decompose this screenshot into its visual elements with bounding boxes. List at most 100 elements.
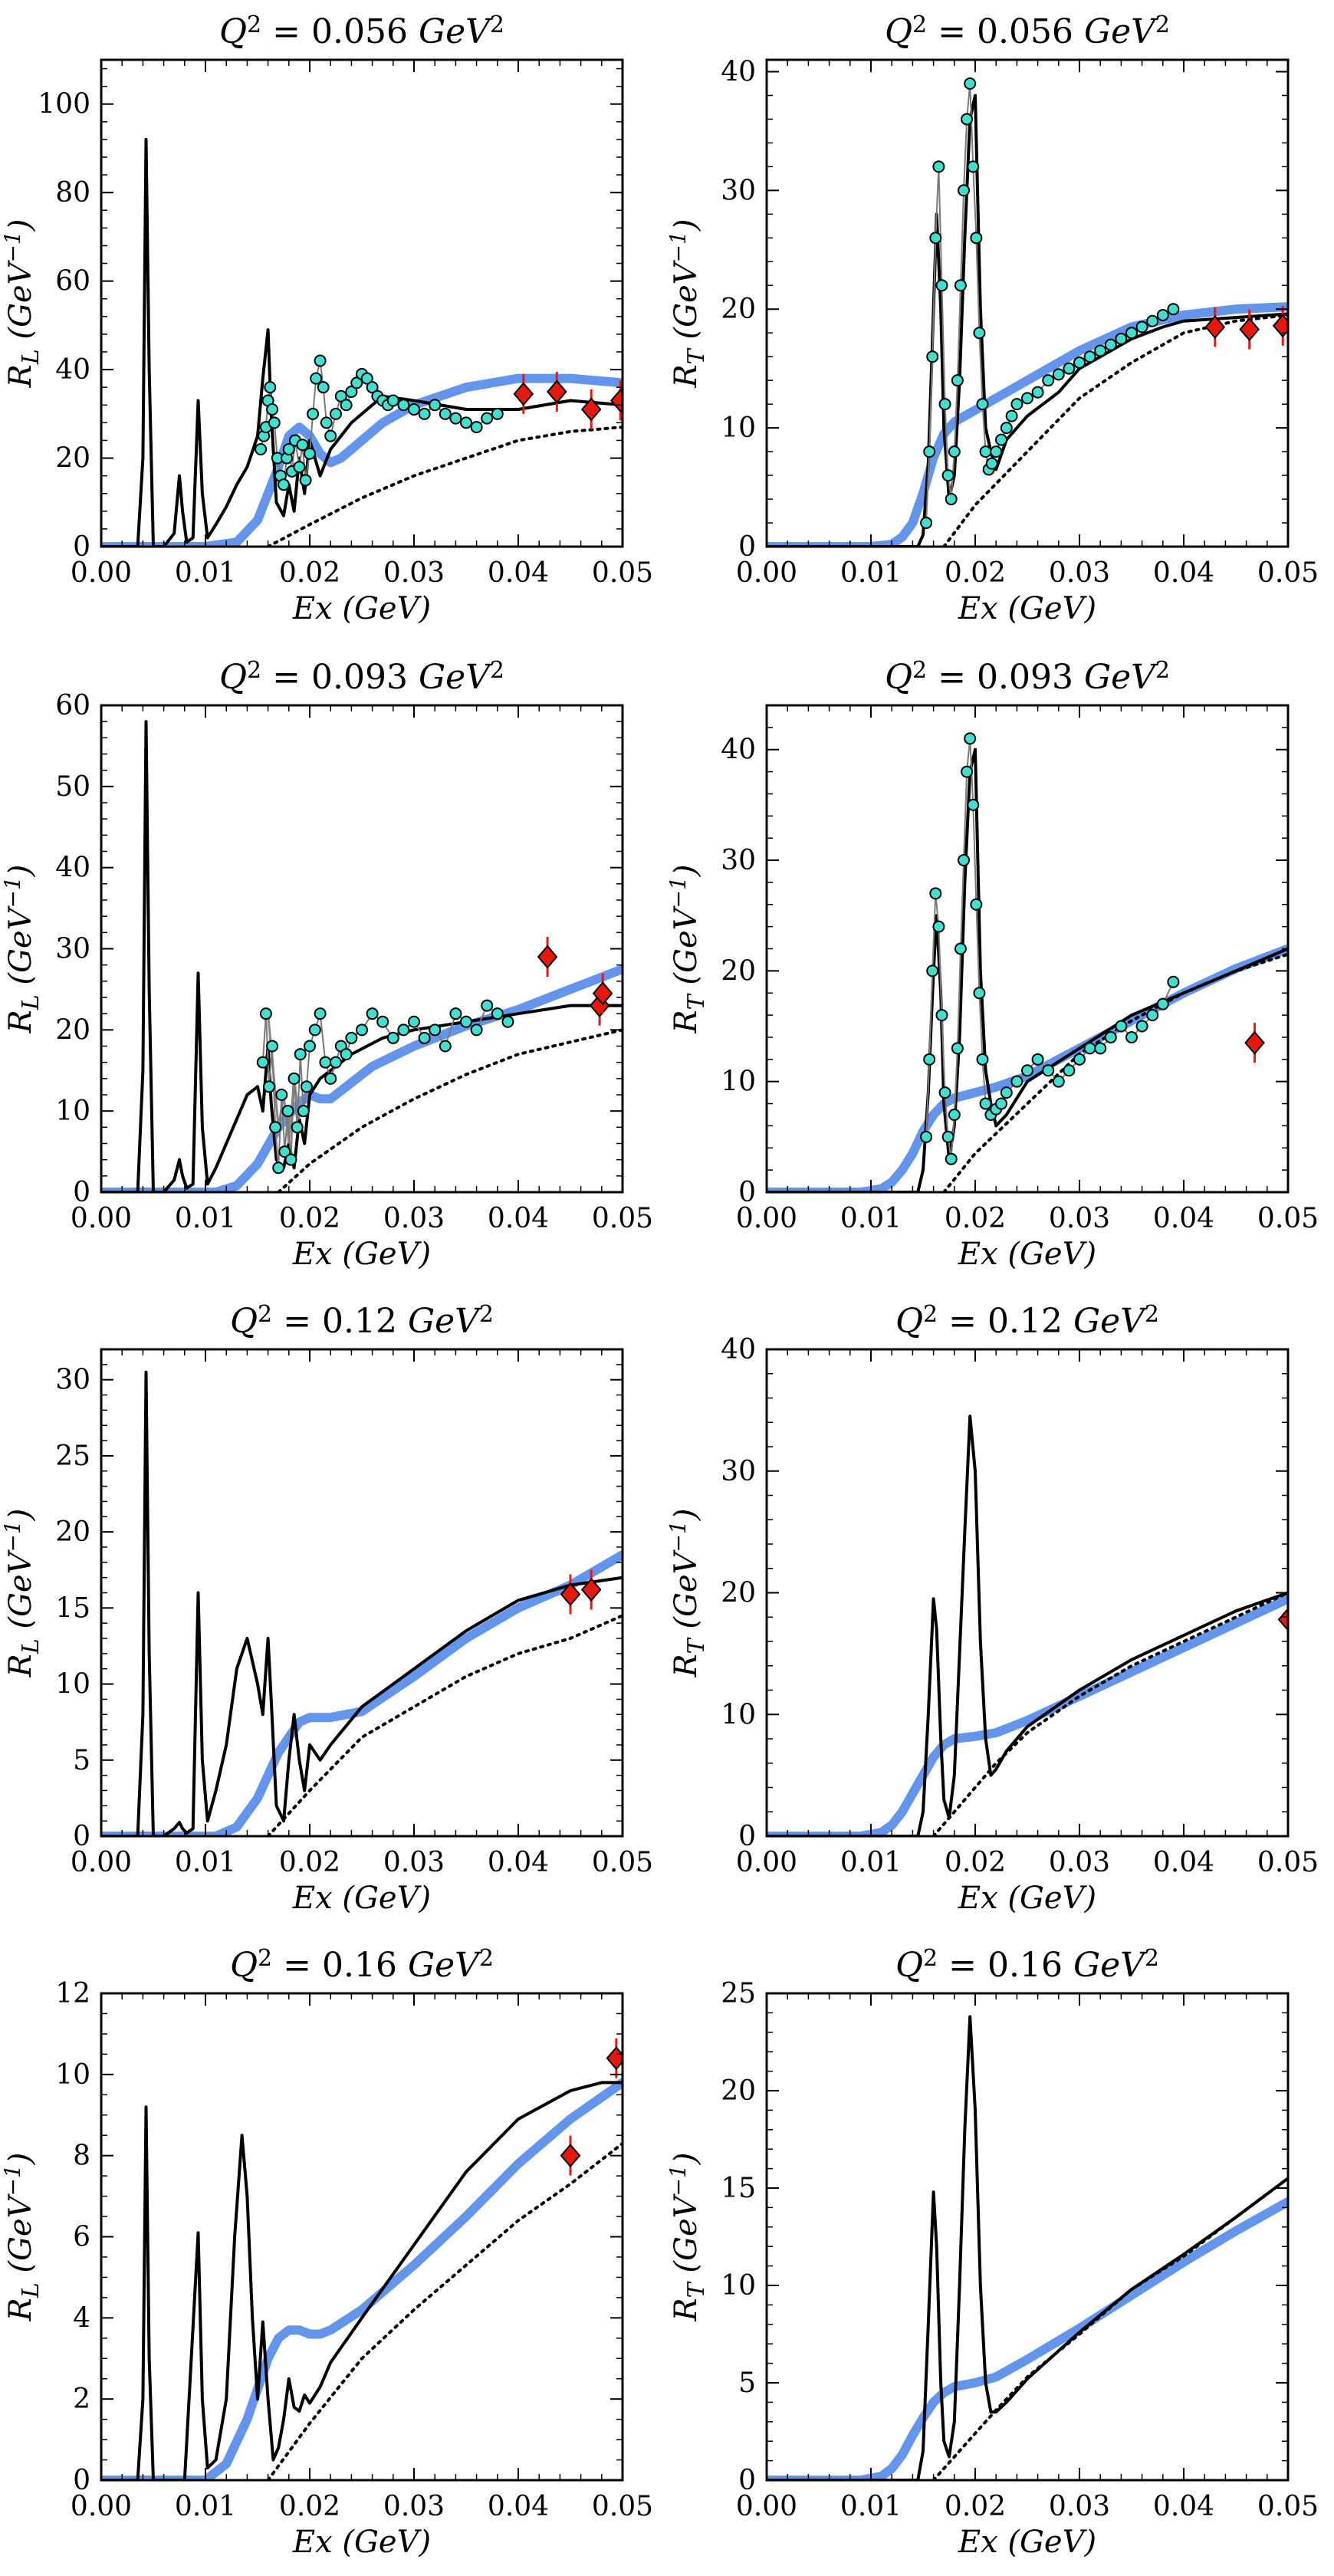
series-black_dotted	[277, 1028, 623, 1192]
data-point-cyan	[935, 1009, 948, 1022]
x-tick-label: 0.05	[592, 1847, 653, 1878]
x-tick-label: 0.01	[840, 2491, 902, 2522]
data-point-cyan	[334, 389, 347, 402]
data-point-cyan	[1021, 392, 1033, 405]
y-tick-label: 40	[721, 56, 756, 87]
y-tick-label: 0	[73, 1821, 90, 1852]
data-point-cyan	[470, 1024, 483, 1037]
data-point-cyan	[264, 381, 277, 394]
x-tick-label: 0.04	[488, 557, 549, 589]
y-tick-label: 50	[55, 771, 90, 803]
data-point-cyan	[954, 942, 967, 955]
data-point-cyan	[1104, 1030, 1117, 1043]
x-tick-label: 0.02	[279, 1203, 340, 1234]
series-black_solid	[101, 1370, 623, 1836]
data-point-cyan	[439, 1040, 452, 1053]
x-tick-label: 0.00	[736, 557, 797, 589]
data-point-cyan	[268, 416, 281, 429]
data-point-cyan	[1125, 327, 1138, 340]
x-tick-label: 0.04	[1153, 1847, 1214, 1878]
series-blue	[767, 944, 1288, 1192]
panel-RT_0056: 0.00 0.01 0.02 0.03 0.04 0.05 0 10 20 30 40 Q2​ = 0…	[665, 12, 1319, 626]
data-point-cyan	[1031, 386, 1044, 399]
x-tick-label: 0.03	[383, 1847, 445, 1878]
y-tick-label: 15	[721, 2173, 756, 2204]
data-point-cyan	[491, 407, 504, 420]
data-point-cyan	[1021, 1064, 1033, 1077]
y-tick-label: 80	[55, 177, 90, 209]
data-point-cyan	[995, 433, 1007, 446]
x-tick-label: 0.00	[71, 1203, 132, 1234]
x-tick-label: 0.02	[945, 2491, 1006, 2522]
data-point-cyan	[961, 113, 974, 126]
data-point-cyan	[255, 443, 268, 455]
data-point-red	[537, 945, 558, 969]
x-tick-label: 0.02	[945, 557, 1006, 589]
data-point-cyan	[920, 1130, 933, 1143]
x-tick-label: 0.05	[1257, 557, 1319, 589]
data-point-cyan	[941, 1130, 955, 1143]
data-point-cyan	[929, 232, 942, 245]
data-point-cyan	[1005, 409, 1018, 422]
data-point-cyan	[932, 920, 945, 933]
data-point-cyan	[932, 160, 945, 173]
data-point-cyan	[282, 443, 295, 455]
chart-title: Q2​ = 0.16 GeV2​	[230, 1945, 494, 1985]
axes-frame	[765, 1348, 1290, 1838]
data-point-cyan	[1104, 338, 1117, 351]
axes-frame	[100, 1992, 624, 2482]
data-point-cyan	[284, 1153, 297, 1166]
data-point-cyan	[954, 279, 967, 292]
chart-title: Q2​ = 0.093 GeV2​	[885, 657, 1170, 697]
x-tick-label: 0.01	[840, 1203, 902, 1234]
panel-RL_016: 0.00 0.01 0.02 0.03 0.04 0.05 0 2 4 6 8 10 12 Q2​ = 0…	[0, 1945, 653, 2560]
data-point-cyan	[376, 1015, 389, 1028]
data-point-cyan	[1135, 1020, 1148, 1033]
x-tick-label: 0.00	[71, 557, 132, 589]
plot-area	[767, 2015, 1288, 2480]
data-point-cyan	[288, 1072, 301, 1085]
y-tick-label: 20	[55, 1516, 90, 1548]
data-point-cyan	[356, 1024, 368, 1037]
panel-RL_0093: 0.00 0.01 0.02 0.03 0.04 0.05 0 10 20 30 40 50 60 Q2​…	[0, 657, 653, 1272]
data-point-red	[1277, 1607, 1288, 1631]
axes-frame	[765, 1992, 1290, 2482]
series-black_solid	[101, 137, 623, 547]
data-point-cyan	[951, 1042, 964, 1055]
x-tick-label: 0.00	[736, 1203, 797, 1234]
x-tick-label: 0.04	[1153, 557, 1214, 589]
data-point-red	[580, 397, 602, 422]
series-blue	[101, 2078, 623, 2480]
y-tick-label: 4	[73, 2302, 90, 2334]
y-tick-label: 100	[38, 89, 90, 120]
y-tick-label: 30	[721, 845, 756, 876]
axes-frame	[765, 704, 1290, 1194]
data-point-cyan	[945, 493, 958, 506]
data-point-cyan	[340, 399, 353, 412]
y-tick-label: 30	[721, 175, 756, 206]
x-axis-label: Ex (GeV)	[958, 1237, 1096, 1272]
x-tick-label: 0.01	[175, 2491, 236, 2522]
data-point-cyan	[929, 887, 942, 900]
data-point-red	[592, 981, 613, 1006]
y-tick-label: 2	[73, 2384, 90, 2415]
y-axis-label: RL (GeV−1)	[0, 1509, 44, 1678]
data-point-cyan	[1125, 1030, 1138, 1043]
y-axis-label: RT (GeV−1)	[665, 865, 710, 1034]
x-tick-label: 0.00	[736, 2491, 797, 2522]
data-point-cyan	[1083, 350, 1096, 363]
x-tick-label: 0.03	[1049, 557, 1110, 589]
data-point-cyan	[1167, 303, 1180, 316]
y-tick-label: 5	[738, 2367, 756, 2399]
data-point-cyan	[501, 1015, 514, 1028]
data-point-cyan	[1167, 975, 1180, 988]
x-tick-label: 0.03	[383, 2491, 445, 2522]
data-point-cyan	[330, 407, 342, 420]
panel-RT_016: 0.00 0.01 0.02 0.03 0.04 0.05 0 5 10 15 20 25 Q2​ = …	[665, 1945, 1319, 2560]
x-tick-label: 0.04	[488, 2491, 549, 2522]
data-point-cyan	[266, 403, 279, 416]
data-point-cyan	[961, 765, 974, 778]
data-point-cyan	[976, 398, 989, 411]
y-tick-label: 0	[73, 531, 90, 563]
plot-area	[767, 1414, 1288, 1836]
